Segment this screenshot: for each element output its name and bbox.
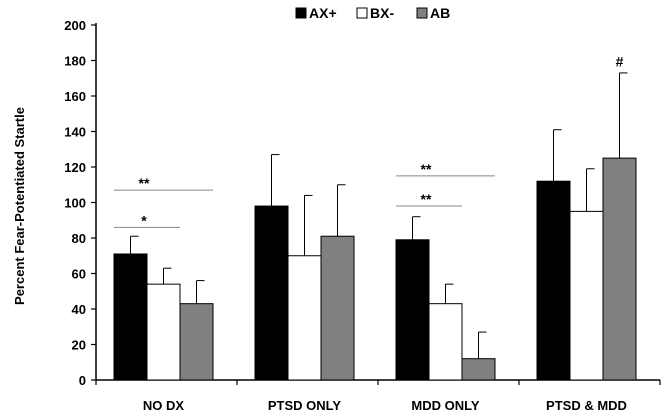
legend-swatch	[295, 7, 307, 19]
y-tick-label: 60	[72, 267, 86, 282]
significance-marker: *	[141, 212, 147, 228]
y-axis-label: Percent Fear-Potentiated Startle	[12, 107, 27, 305]
bar	[461, 358, 496, 381]
significance-marker: **	[139, 175, 150, 191]
bar	[536, 180, 571, 381]
legend-swatch	[356, 7, 368, 19]
bar	[428, 303, 463, 381]
legend-swatch	[416, 7, 428, 19]
y-tick-label: 100	[64, 196, 86, 211]
bar	[602, 157, 637, 381]
bar	[254, 205, 289, 381]
bar	[320, 235, 355, 381]
y-tick-label: 160	[64, 89, 86, 104]
plot-area: 0 20 40 60 80 100 120 140 160 180 200 NO DX PTSD ONL…	[64, 18, 661, 413]
x-tick-label: NO DX	[143, 398, 185, 413]
y-tick-label: 140	[64, 125, 86, 140]
significance-marker: **	[421, 191, 432, 207]
y-tick-label: 180	[64, 54, 86, 69]
significance-marker: **	[421, 161, 432, 177]
bar	[179, 303, 214, 381]
significance-marker: #	[616, 54, 624, 70]
y-tick-label: 120	[64, 160, 86, 175]
y-tick-label: 20	[72, 338, 86, 353]
y-tick-label: 40	[72, 302, 86, 317]
y-tick-label: 200	[64, 18, 86, 33]
x-tick-label: PTSD ONLY	[268, 398, 342, 413]
y-tick-label: 0	[79, 373, 86, 388]
x-tick-label: MDD ONLY	[411, 398, 479, 413]
y-tick-label: 80	[72, 231, 86, 246]
bar	[113, 253, 148, 381]
bar	[569, 210, 604, 381]
bar	[395, 239, 430, 381]
legend: AX+ BX- AB	[295, 5, 450, 21]
legend-label: AB	[430, 5, 450, 21]
legend-label: BX-	[370, 5, 394, 21]
bar	[287, 255, 322, 381]
legend-label: AX+	[309, 5, 337, 21]
x-tick-label: PTSD & MDD	[546, 398, 627, 413]
bar	[146, 283, 181, 381]
